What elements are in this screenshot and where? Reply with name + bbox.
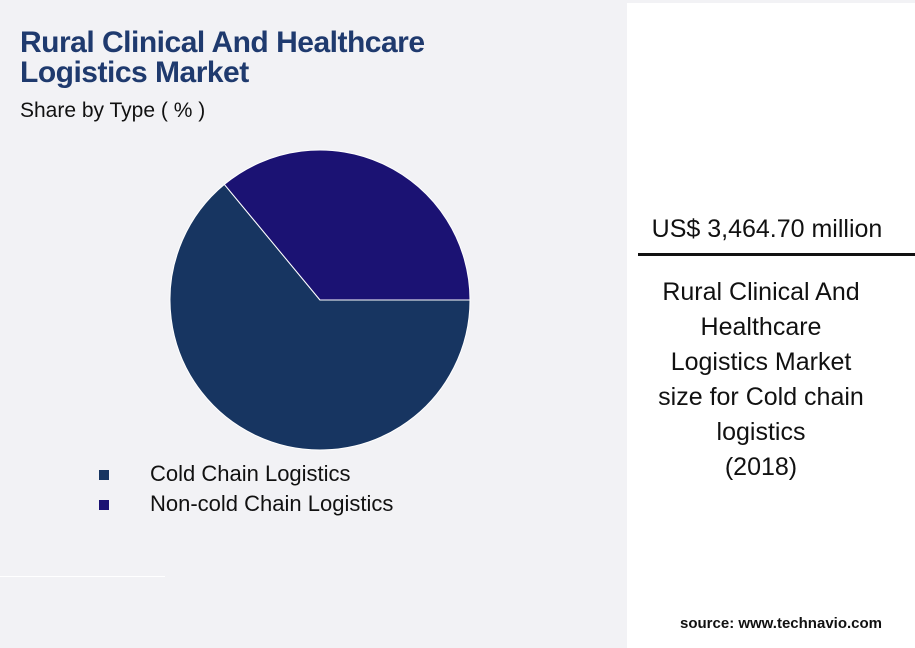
chart: Cold Chain Logistics Non-cold Chain Logis… (99, 149, 471, 516)
side-panel: US$ 3,464.70 million Rural Clinical And H… (627, 3, 915, 648)
description-line: Healthcare (700, 313, 822, 341)
legend-label: Non-cold Chain Logistics (150, 491, 393, 516)
chart-title: Rural Clinical And Healthcare Logistics … (20, 26, 425, 89)
description-line: logistics (716, 418, 806, 446)
rule (638, 253, 915, 256)
legend-marker (99, 470, 109, 480)
description-line: Rural Clinical And (662, 278, 860, 306)
source: source: www.technavio.com (680, 615, 882, 632)
legend-marker (99, 500, 109, 510)
divider (0, 576, 165, 577)
description-line: size for Cold chain (658, 383, 864, 411)
market-value: US$ 3,464.70 million (651, 215, 883, 243)
description: Rural Clinical And Healthcare Logistics Ma… (627, 275, 895, 485)
pie-slice (223, 149, 471, 301)
pie-slice (169, 183, 471, 451)
chart-subtitle: Share by Type ( % ) (20, 99, 206, 122)
description-line: (2018) (724, 453, 798, 481)
legend-label: Cold Chain Logistics (150, 461, 351, 486)
description-line: Logistics Market (670, 348, 852, 376)
